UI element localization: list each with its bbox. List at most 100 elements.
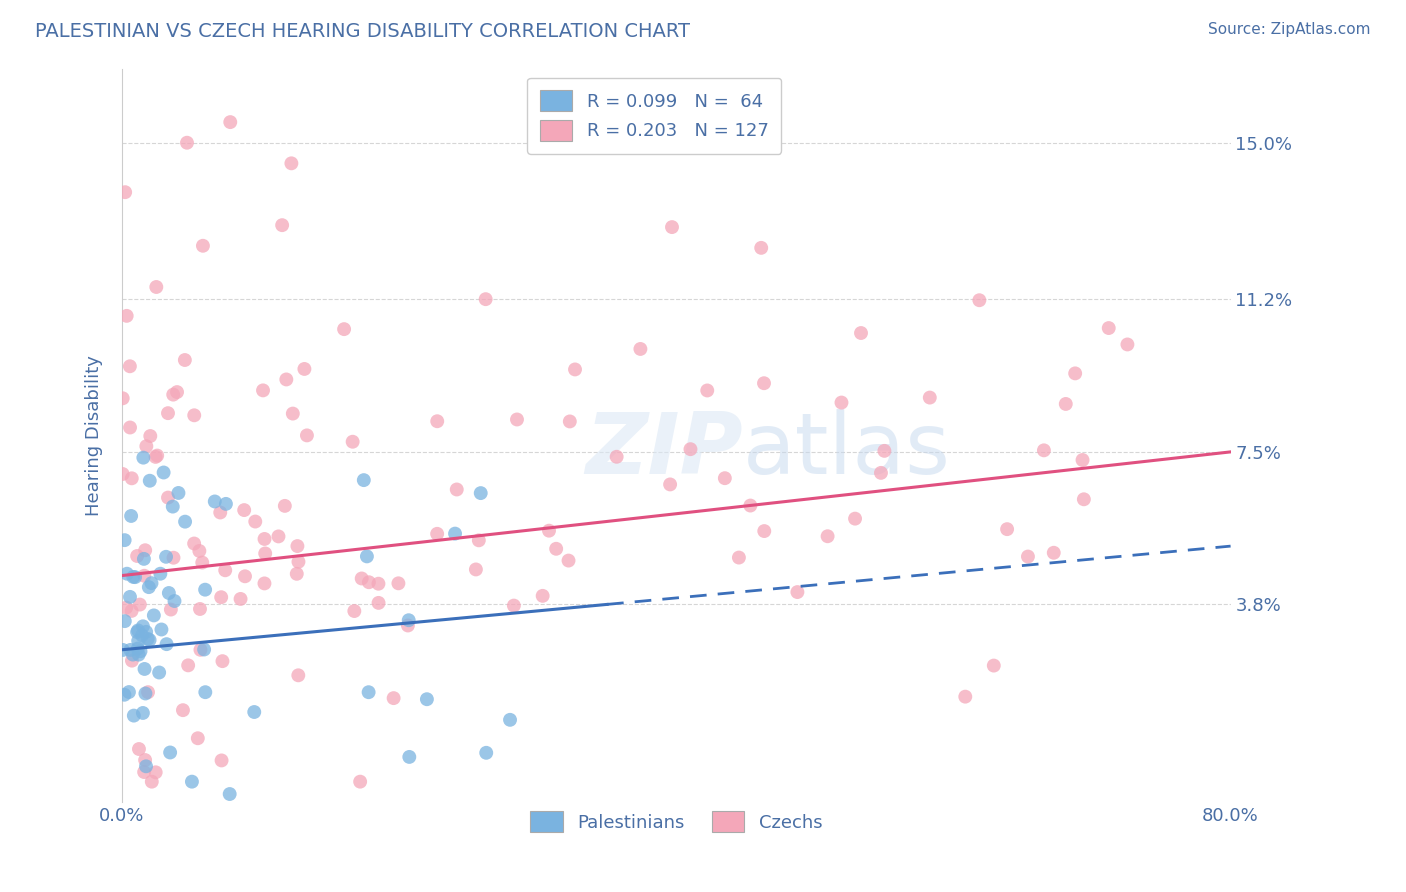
- Point: [141, 774, 163, 789]
- Point: [157, 586, 180, 600]
- Point: [219, 115, 242, 129]
- Point: [138, 580, 160, 594]
- Point: [145, 765, 167, 780]
- Point: [127, 641, 149, 656]
- Point: [134, 686, 156, 700]
- Point: [245, 515, 267, 529]
- Point: [145, 450, 167, 464]
- Point: [333, 322, 356, 336]
- Point: [138, 632, 160, 647]
- Point: [191, 556, 214, 570]
- Point: [918, 391, 941, 405]
- Point: [115, 309, 138, 323]
- Point: [128, 648, 150, 662]
- Point: [1116, 337, 1139, 351]
- Point: [468, 533, 491, 548]
- Point: [167, 486, 190, 500]
- Point: [134, 662, 156, 676]
- Point: [141, 576, 163, 591]
- Text: atlas: atlas: [742, 409, 950, 491]
- Text: PALESTINIAN VS CZECH HEARING DISABILITY CORRELATION CHART: PALESTINIAN VS CZECH HEARING DISABILITY …: [35, 22, 690, 41]
- Point: [132, 706, 155, 720]
- Point: [159, 746, 181, 760]
- Point: [181, 774, 204, 789]
- Point: [281, 407, 304, 421]
- Point: [546, 541, 568, 556]
- Point: [396, 618, 419, 632]
- Point: [728, 550, 751, 565]
- Point: [134, 568, 156, 582]
- Point: [229, 591, 252, 606]
- Point: [211, 654, 233, 668]
- Point: [470, 486, 492, 500]
- Point: [499, 713, 522, 727]
- Point: [537, 524, 560, 538]
- Point: [177, 658, 200, 673]
- Point: [149, 566, 172, 581]
- Point: [233, 503, 256, 517]
- Point: [714, 471, 737, 485]
- Point: [122, 570, 145, 584]
- Point: [367, 576, 389, 591]
- Point: [134, 765, 156, 780]
- Point: [127, 625, 149, 640]
- Point: [1071, 453, 1094, 467]
- Point: [1042, 546, 1064, 560]
- Point: [446, 483, 468, 497]
- Point: [131, 628, 153, 642]
- Point: [295, 428, 318, 442]
- Point: [121, 471, 143, 485]
- Point: [426, 414, 449, 428]
- Point: [752, 376, 775, 391]
- Point: [357, 685, 380, 699]
- Point: [531, 589, 554, 603]
- Point: [426, 526, 449, 541]
- Point: [162, 550, 184, 565]
- Point: [253, 532, 276, 546]
- Point: [150, 623, 173, 637]
- Point: [132, 619, 155, 633]
- Point: [176, 136, 198, 150]
- Text: ZIP: ZIP: [585, 409, 742, 491]
- Point: [139, 429, 162, 443]
- Point: [342, 434, 364, 449]
- Point: [444, 526, 467, 541]
- Point: [135, 624, 157, 639]
- Point: [118, 359, 141, 374]
- Point: [353, 473, 375, 487]
- Point: [211, 753, 233, 767]
- Point: [188, 602, 211, 616]
- Point: [749, 241, 772, 255]
- Point: [398, 613, 420, 627]
- Point: [128, 742, 150, 756]
- Point: [983, 658, 1005, 673]
- Point: [1032, 443, 1054, 458]
- Point: [557, 553, 579, 567]
- Point: [398, 750, 420, 764]
- Point: [502, 599, 524, 613]
- Point: [274, 499, 297, 513]
- Point: [155, 549, 177, 564]
- Point: [155, 637, 177, 651]
- Point: [382, 691, 405, 706]
- Point: [1073, 492, 1095, 507]
- Point: [387, 576, 409, 591]
- Point: [188, 544, 211, 558]
- Point: [276, 372, 298, 386]
- Point: [134, 753, 156, 767]
- Point: [628, 342, 651, 356]
- Point: [111, 467, 134, 481]
- Point: [124, 570, 146, 584]
- Point: [118, 685, 141, 699]
- Point: [120, 643, 142, 657]
- Point: [287, 555, 309, 569]
- Point: [127, 633, 149, 648]
- Point: [121, 604, 143, 618]
- Point: [287, 668, 309, 682]
- Point: [162, 387, 184, 401]
- Point: [146, 449, 169, 463]
- Point: [122, 648, 145, 662]
- Point: [128, 598, 150, 612]
- Point: [740, 499, 762, 513]
- Point: [112, 688, 135, 702]
